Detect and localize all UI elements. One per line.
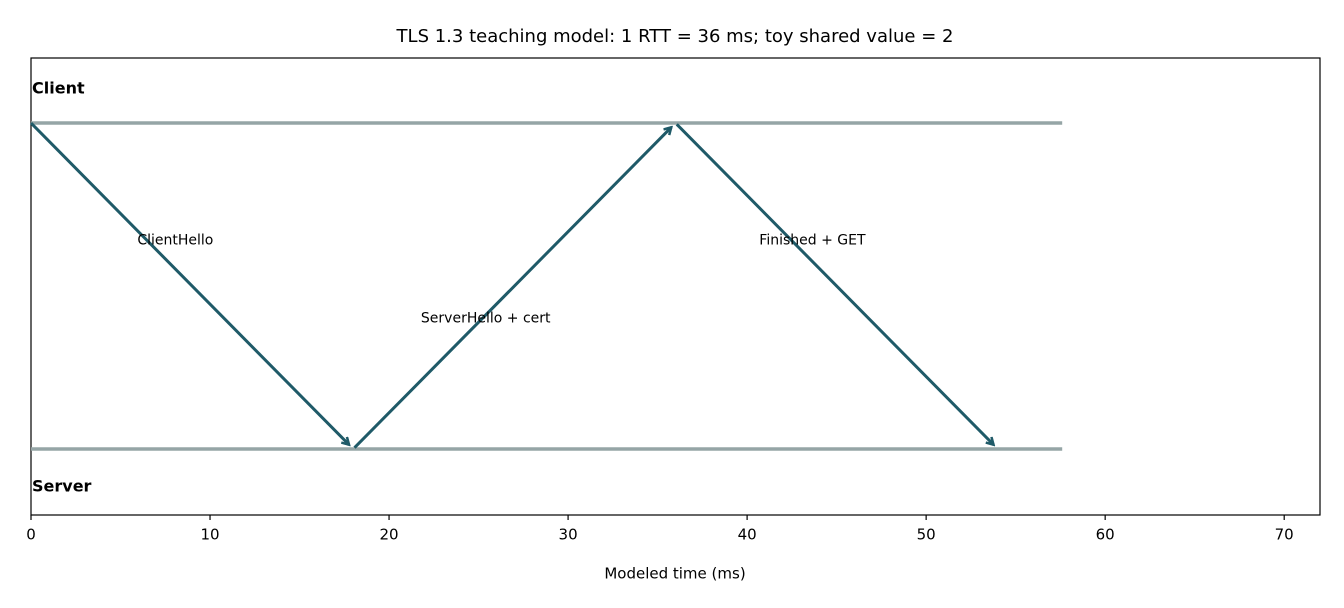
message-label: ServerHello + cert [421,311,551,327]
x-tick-label: 10 [200,526,219,544]
message-label: ClientHello [137,232,213,248]
lane-label: Server [32,477,92,496]
lane-label: Client [32,79,85,98]
plot-frame [30,57,1321,516]
message-arrow [353,127,672,449]
x-tick-label: 60 [1096,526,1115,544]
x-tick-label: 30 [559,526,578,544]
x-tick-label: 20 [380,526,399,544]
message-arrow [675,123,994,444]
message-arrow [29,121,349,445]
message-label: Finished + GET [759,232,866,248]
x-tick-label: 40 [738,526,757,544]
x-tick-label: 50 [917,526,936,544]
x-axis-label: Modeled time (ms) [604,565,745,583]
x-tick-label: 70 [1275,526,1294,544]
chart-title: TLS 1.3 teaching model: 1 RTT = 36 ms; t… [396,26,954,47]
x-tick-label: 0 [26,526,36,544]
